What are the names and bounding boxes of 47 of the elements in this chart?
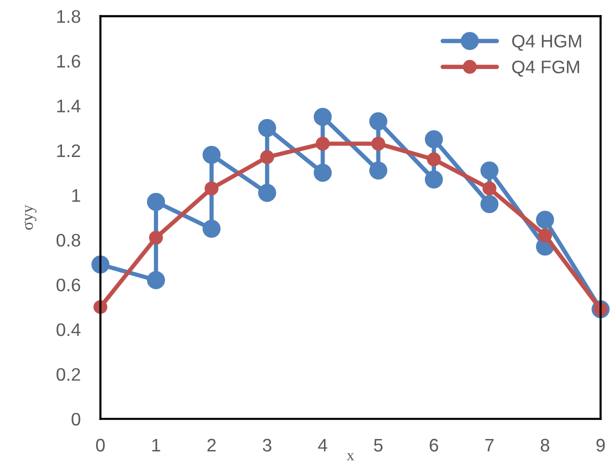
y-tick-label: 1.2 — [57, 144, 80, 157]
x-tick-label: 5 — [374, 438, 383, 452]
legend-label: Q4 FGM — [512, 60, 580, 77]
point — [482, 182, 496, 196]
point — [314, 164, 332, 182]
point — [371, 136, 386, 151]
y-tick-label: 1.8 — [57, 10, 80, 23]
x-tick-label: 7 — [485, 438, 494, 452]
x-tick-label: 8 — [540, 438, 550, 452]
x-tick-label: 4 — [318, 438, 328, 452]
point — [426, 152, 441, 166]
point — [146, 192, 166, 211]
point — [202, 146, 221, 164]
x-tick-label: 2 — [207, 438, 216, 452]
point — [260, 150, 274, 164]
point — [480, 195, 498, 214]
x-tick-label: 3 — [262, 438, 272, 452]
y-tick-label: 0.4 — [56, 323, 80, 336]
y-tick-label: 1.6 — [57, 54, 80, 68]
x-tick-label: 6 — [430, 438, 438, 452]
point — [258, 184, 276, 202]
point — [369, 112, 388, 130]
point — [314, 108, 332, 126]
x-tick-label: 1 — [152, 438, 160, 452]
x-axis-title: x — [346, 453, 354, 460]
x-tick-label: 0 — [96, 438, 105, 452]
point — [258, 119, 276, 138]
y-axis-title: σyy — [24, 204, 36, 230]
point — [316, 136, 330, 151]
point — [538, 228, 552, 242]
y-tick-label: 0.2 — [56, 368, 80, 381]
point — [204, 182, 219, 196]
point — [536, 210, 554, 229]
y-tick-label: 1 — [72, 189, 80, 202]
y-tick-label: 1.4 — [57, 100, 80, 112]
point — [149, 230, 163, 245]
y-tick-label: 0.6 — [56, 278, 80, 292]
y-tick-label: 0 — [72, 412, 80, 426]
point — [424, 130, 443, 148]
point — [146, 271, 166, 290]
legend-label: Q4 HGM — [512, 34, 582, 51]
point — [480, 162, 498, 180]
y-tick-label: 0.8 — [56, 234, 80, 247]
x-tick-label: 9 — [596, 438, 605, 452]
point — [424, 170, 443, 189]
point — [369, 162, 388, 180]
point — [202, 220, 221, 238]
